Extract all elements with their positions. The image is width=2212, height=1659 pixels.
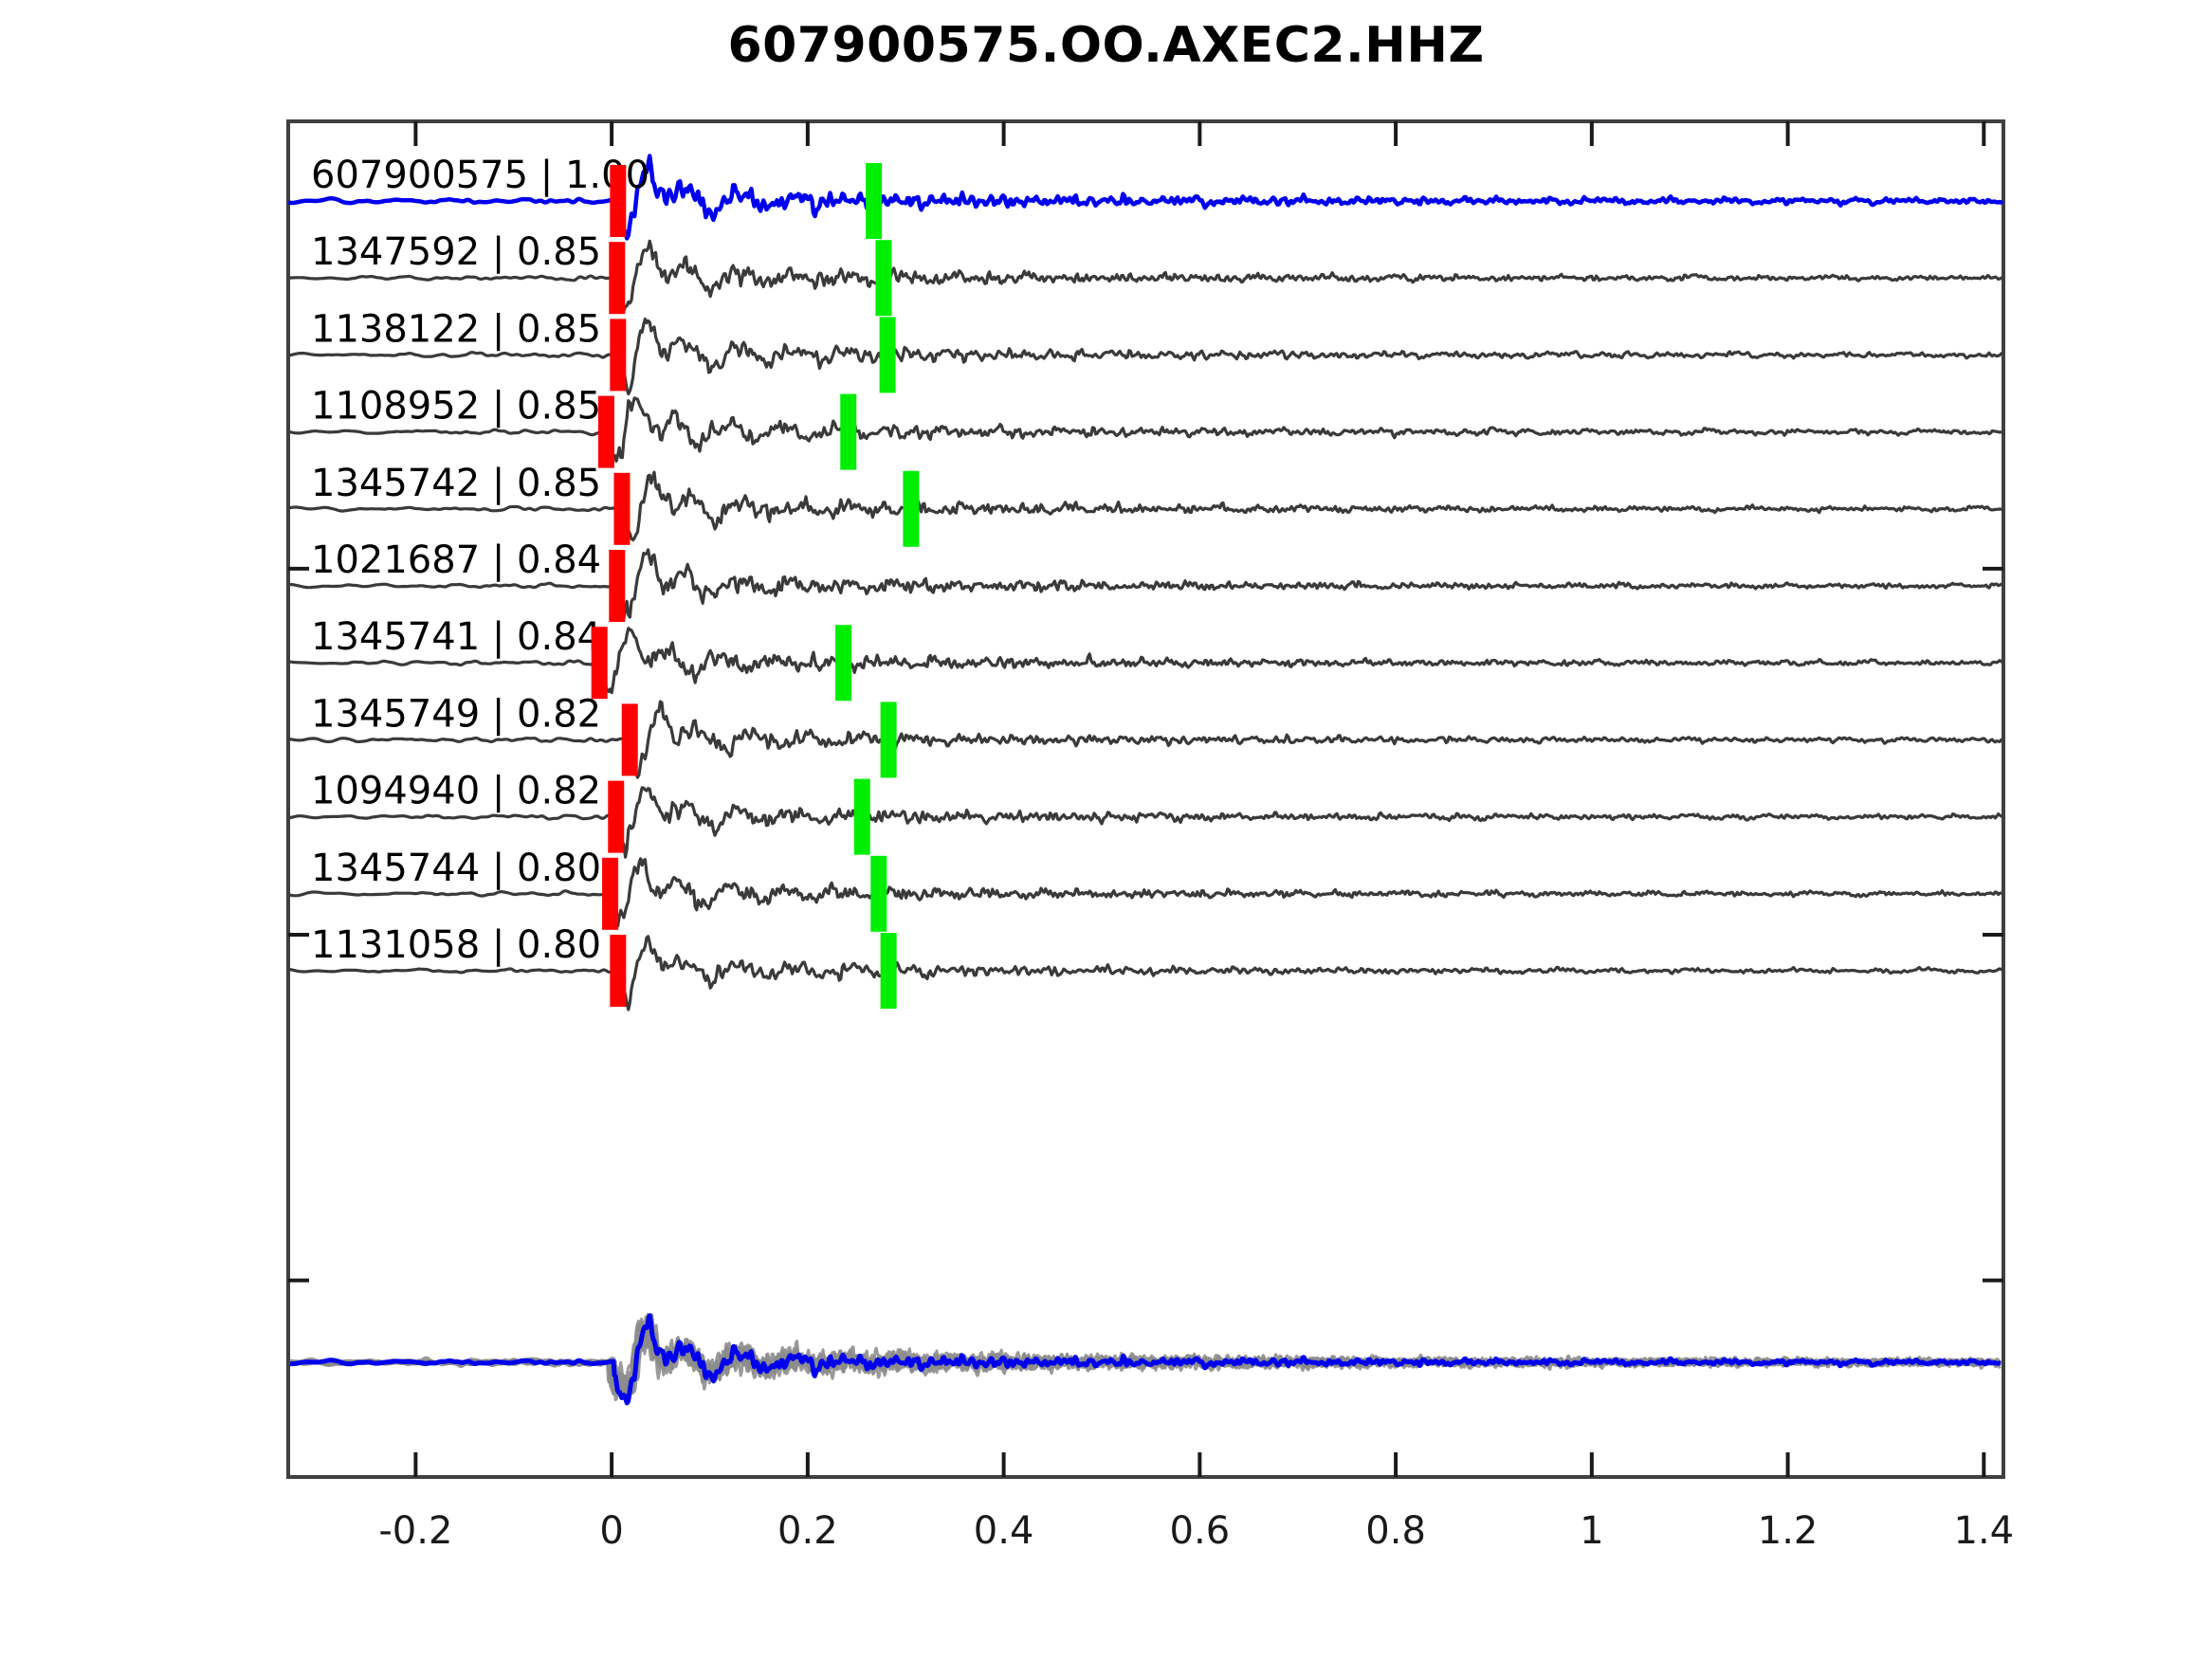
x-tick-label: 0.8 <box>1365 1509 1426 1553</box>
trace-row: 1131058 | 0.80 <box>288 923 2003 1012</box>
s-pick-marker[interactable] <box>879 317 896 393</box>
overlay-stack-panel <box>288 1312 2002 1406</box>
x-tick-label: 0.2 <box>777 1509 838 1553</box>
x-tick-label: 1.2 <box>1758 1509 1819 1553</box>
p-pick-marker[interactable] <box>609 550 626 622</box>
p-pick-marker[interactable] <box>610 319 627 392</box>
waveform-line <box>288 700 2003 779</box>
trace-label: 1345742 | 0.85 <box>311 462 601 505</box>
s-pick-marker[interactable] <box>880 933 897 1009</box>
p-pick-marker[interactable] <box>621 703 638 776</box>
trace-row: 1108952 | 0.85 <box>288 385 2003 470</box>
p-pick-marker[interactable] <box>608 780 625 853</box>
trace-row: 1021687 | 0.84 <box>288 538 2003 622</box>
s-pick-marker[interactable] <box>840 393 857 470</box>
s-pick-marker[interactable] <box>870 855 887 932</box>
reference-waveform <box>288 1313 2002 1406</box>
p-pick-marker[interactable] <box>610 935 627 1007</box>
x-tick-label: 1.4 <box>1954 1509 2015 1553</box>
trace-label: 1345749 | 0.82 <box>311 692 601 736</box>
trace-label: 1138122 | 0.85 <box>311 307 601 351</box>
x-axis-ticks: -0.2 0 0.2 0.4 0.6 0.8 1 1.2 1.4 <box>288 121 2014 1553</box>
trace-row: 1345744 | 0.80 <box>288 847 2003 932</box>
p-pick-marker[interactable] <box>613 472 631 545</box>
s-pick-marker[interactable] <box>880 702 897 778</box>
trace-label: 1131058 | 0.80 <box>311 923 601 967</box>
trace-label: 1094940 | 0.82 <box>311 770 601 813</box>
trace-label: 607900575 | 1.00 <box>311 154 649 197</box>
x-tick-label: 1 <box>1580 1509 1603 1553</box>
trace-row: 1094940 | 0.82 <box>288 770 2003 859</box>
trace-row: 1345741 | 0.84 <box>288 615 2003 702</box>
trace-label: 1345741 | 0.84 <box>311 615 601 659</box>
waveform-line <box>288 548 2003 620</box>
s-pick-marker[interactable] <box>853 778 870 855</box>
plot-frame <box>286 119 2005 1479</box>
waveform-line <box>287 154 2004 241</box>
trace-row: 1138122 | 0.85 <box>288 307 2003 396</box>
waveform-line <box>288 857 2003 928</box>
p-pick-marker[interactable] <box>591 627 608 700</box>
waveform-line <box>288 239 2003 313</box>
x-tick-label: 0 <box>599 1509 623 1553</box>
trace-row: 1347592 | 0.85 <box>288 230 2003 317</box>
axes-border <box>286 119 2005 1479</box>
s-pick-marker[interactable] <box>835 625 852 702</box>
x-tick-label: 0.4 <box>974 1509 1034 1553</box>
trace-label: 1108952 | 0.85 <box>311 385 601 428</box>
x-tick-label: 0.6 <box>1170 1509 1231 1553</box>
trace-row: 607900575 | 1.00 <box>287 154 2004 241</box>
p-pick-marker[interactable] <box>597 395 614 468</box>
trace-label: 1347592 | 0.85 <box>311 230 601 274</box>
waveform-line <box>288 317 2003 396</box>
waveform-line <box>288 396 2003 464</box>
waveform-line <box>288 935 2003 1012</box>
x-tick-label: -0.2 <box>378 1509 452 1553</box>
trace-label: 1021687 | 0.84 <box>311 538 601 582</box>
waveform-line <box>288 470 2003 542</box>
s-pick-marker[interactable] <box>903 470 920 547</box>
p-pick-marker[interactable] <box>610 165 627 237</box>
trace-label: 1345744 | 0.80 <box>311 847 601 890</box>
waveform-line <box>288 786 2003 859</box>
waveform-line <box>288 627 2003 695</box>
p-pick-marker[interactable] <box>602 857 619 930</box>
page-title: 607900575.OO.AXEC2.HHZ <box>727 17 1485 74</box>
s-pick-marker[interactable] <box>866 163 883 239</box>
s-pick-marker[interactable] <box>875 240 892 317</box>
p-pick-marker[interactable] <box>609 242 626 315</box>
trace-row: 1345742 | 0.85 <box>288 462 2003 547</box>
trace-row: 1345749 | 0.82 <box>288 692 2003 779</box>
